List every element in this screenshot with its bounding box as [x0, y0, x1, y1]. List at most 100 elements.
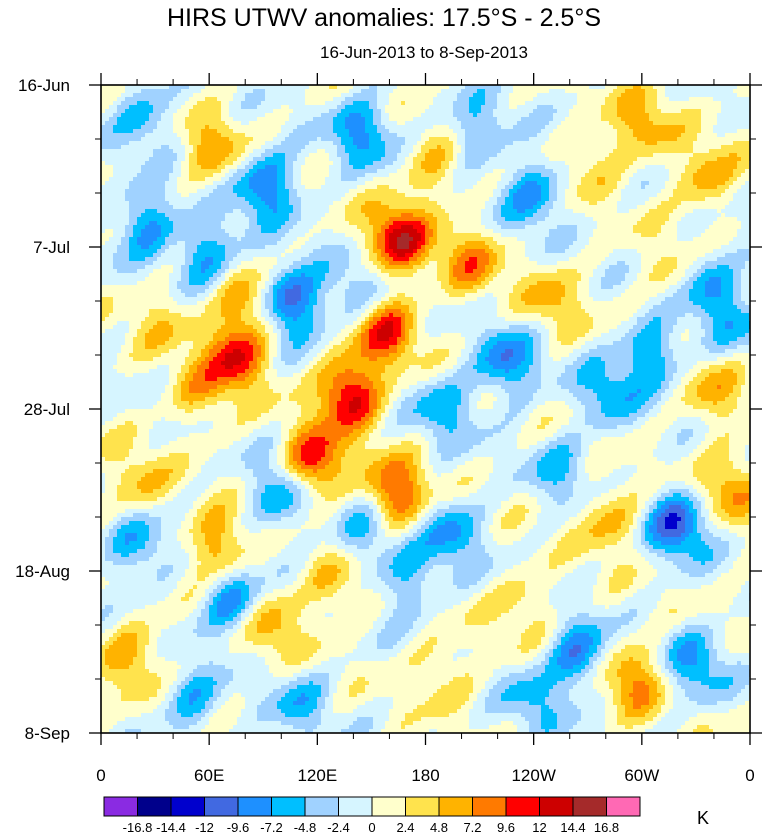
- heatmap-cell: [277, 345, 282, 350]
- heatmap-cell: [725, 621, 750, 626]
- heatmap-cell: [209, 597, 214, 602]
- heatmap-cell: [465, 133, 538, 138]
- heatmap-cell: [117, 269, 138, 274]
- heatmap-cell: [309, 493, 322, 498]
- heatmap-cell: [205, 177, 222, 182]
- heatmap-cell: [261, 153, 274, 158]
- heatmap-cell: [237, 237, 242, 242]
- heatmap-cell: [481, 525, 490, 530]
- heatmap-cell: [285, 177, 294, 182]
- heatmap-cell: [177, 405, 206, 410]
- heatmap-cell: [561, 637, 570, 642]
- heatmap-cell: [549, 649, 554, 654]
- heatmap-cell: [669, 213, 686, 218]
- heatmap-cell: [393, 389, 402, 394]
- heatmap-cell: [257, 357, 266, 362]
- heatmap-cell: [353, 237, 366, 242]
- heatmap-cell: [189, 177, 206, 182]
- heatmap-cell: [473, 113, 478, 118]
- heatmap-cell: [705, 641, 714, 646]
- heatmap-cell: [185, 549, 198, 554]
- heatmap-cell: [453, 101, 470, 106]
- heatmap-cell: [653, 537, 686, 542]
- heatmap-cell: [257, 365, 262, 370]
- heatmap-cell: [345, 213, 366, 218]
- heatmap-cell: [149, 437, 178, 442]
- heatmap-cell: [693, 469, 742, 474]
- heatmap-cell: [665, 589, 742, 594]
- heatmap-cell: [101, 593, 170, 598]
- heatmap-cell: [101, 125, 114, 130]
- heatmap-cell: [645, 97, 658, 102]
- heatmap-cell: [501, 85, 514, 90]
- heatmap-cell: [565, 89, 614, 94]
- heatmap-cell: [353, 553, 382, 558]
- heatmap-cell: [681, 337, 690, 342]
- heatmap-cell: [645, 517, 650, 522]
- heatmap-cell: [309, 229, 322, 234]
- heatmap-cell: [105, 241, 122, 246]
- heatmap-cell: [285, 293, 302, 298]
- heatmap-cell: [241, 249, 286, 254]
- heatmap-cell: [329, 441, 338, 446]
- heatmap-cell: [205, 309, 222, 314]
- heatmap-cell: [505, 197, 514, 202]
- heatmap-cell: [305, 93, 342, 98]
- heatmap-cell: [649, 653, 658, 658]
- heatmap-cell: [161, 681, 174, 686]
- heatmap-cell: [245, 97, 266, 102]
- heatmap-cell: [305, 577, 314, 582]
- heatmap-cell: [549, 421, 570, 426]
- heatmap-cell: [525, 593, 550, 598]
- heatmap-cell: [669, 381, 682, 386]
- heatmap-cell: [233, 117, 258, 122]
- heatmap-cell: [377, 401, 382, 406]
- heatmap-cell: [105, 677, 162, 682]
- heatmap-cell: [521, 293, 566, 298]
- heatmap-cell: [657, 105, 722, 110]
- heatmap-cell: [353, 309, 366, 314]
- heatmap-cell: [101, 477, 106, 482]
- heatmap-cell: [425, 129, 454, 134]
- heatmap-cell: [365, 189, 398, 194]
- heatmap-cell: [557, 501, 566, 506]
- heatmap-cell: [469, 405, 478, 410]
- heatmap-cell: [509, 297, 522, 302]
- heatmap-cell: [145, 133, 178, 138]
- heatmap-cell: [265, 97, 306, 102]
- heatmap-cell: [577, 513, 590, 518]
- heatmap-cell: [149, 557, 190, 562]
- heatmap-cell: [421, 465, 434, 470]
- heatmap-cell: [189, 109, 222, 114]
- heatmap-cell: [361, 229, 374, 234]
- heatmap-cell: [425, 573, 454, 578]
- heatmap-cell: [413, 325, 418, 330]
- heatmap-cell: [369, 345, 390, 350]
- heatmap-cell: [413, 653, 430, 658]
- heatmap-cell: [709, 149, 750, 154]
- heatmap-cell: [673, 625, 686, 630]
- heatmap-cell: [461, 397, 470, 402]
- heatmap-cell: [365, 213, 402, 218]
- heatmap-cell: [697, 277, 710, 282]
- heatmap-cell: [541, 637, 550, 642]
- heatmap-cell: [309, 253, 350, 258]
- heatmap-cell: [709, 409, 734, 414]
- heatmap-cell: [277, 569, 290, 574]
- heatmap-cell: [665, 297, 690, 302]
- heatmap-cell: [637, 205, 658, 210]
- heatmap-cell: [305, 157, 330, 162]
- heatmap-cell: [389, 93, 438, 98]
- heatmap-cell: [281, 125, 298, 130]
- heatmap-cell: [193, 261, 202, 266]
- heatmap-cell: [633, 541, 642, 546]
- heatmap-cell: [549, 597, 594, 602]
- heatmap-cell: [221, 169, 230, 174]
- heatmap-cell: [421, 645, 434, 650]
- heatmap-cell: [177, 133, 190, 138]
- heatmap-cell: [701, 509, 710, 514]
- heatmap-cell: [501, 125, 514, 130]
- heatmap-cell: [485, 277, 494, 282]
- heatmap-cell: [721, 105, 750, 110]
- heatmap-cell: [145, 225, 162, 230]
